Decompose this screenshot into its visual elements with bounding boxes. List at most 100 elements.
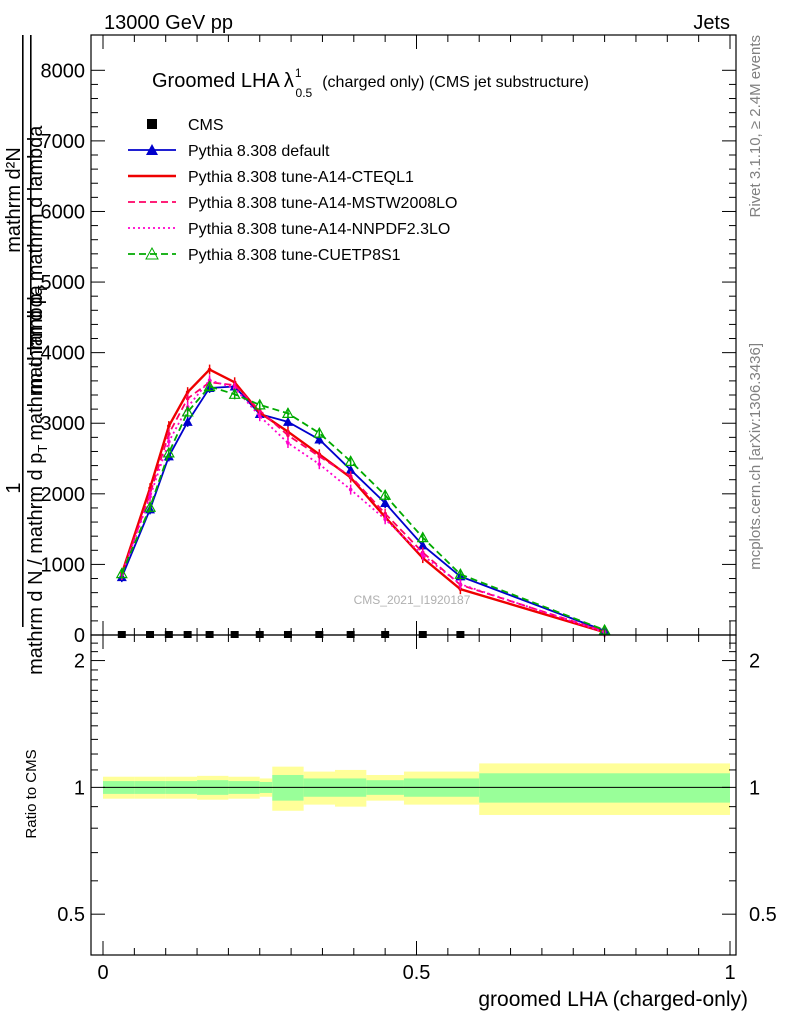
series-point <box>144 500 157 512</box>
analysis-watermark: CMS_2021_I1920187 <box>354 593 471 607</box>
y-tick-label: 3000 <box>41 413 86 435</box>
chart-texts: 13000 GeV pp Jets Rivet 3.1.10, ≥ 2.4M e… <box>3 12 764 1011</box>
legend-marker <box>146 144 158 155</box>
chart-title-rest: (charged only) (CMS jet substructure) <box>322 74 589 91</box>
header-left: 13000 GeV pp <box>104 12 233 34</box>
series-point <box>454 568 467 579</box>
series-point <box>416 531 429 543</box>
series-point <box>253 398 266 410</box>
main-plot-panel: 0 1000 2000 3000 4000 5000 6000 7000 8000 <box>41 34 737 647</box>
series-point <box>317 454 322 459</box>
legend-label: CMS <box>188 117 224 134</box>
series-point <box>383 517 387 522</box>
ylabel-denominator-2: mathrm d pTmathrm d lambda <box>25 125 50 395</box>
legend-label: Pythia 8.308 default <box>188 143 330 160</box>
series-point <box>420 553 425 558</box>
chart-title-sup: 1 <box>295 66 302 80</box>
series-line-4 <box>120 385 605 631</box>
y-tick-label: 5000 <box>41 272 86 294</box>
series-point <box>257 408 262 413</box>
series-point <box>185 396 190 401</box>
legend-entry: Pythia 8.308 default <box>128 143 330 160</box>
ratio-y-tick-label-right: 0.5 <box>749 904 777 926</box>
y-tick-label: 2000 <box>41 484 86 506</box>
ratio-y-tick-label: 2 <box>74 651 85 673</box>
chart-title-sub: 0.5 <box>296 86 313 100</box>
legend-label: Pythia 8.308 tune-A14-NNPDF2.3LO <box>188 221 450 238</box>
series-point <box>281 407 294 418</box>
series-point <box>167 439 171 444</box>
ratio-plot-panel: 0.5 0.5 1 1 2 2 0 0.5 1 <box>57 634 777 984</box>
series-point <box>282 416 293 426</box>
legend-entry: Pythia 8.308 tune-CUETP8S1 <box>128 246 401 264</box>
series-point <box>148 494 152 499</box>
series-point <box>286 441 290 445</box>
chart-title-main: Groomed LHA <box>152 70 280 92</box>
legend-label: Pythia 8.308 tune-CUETP8S1 <box>188 247 401 264</box>
ratio-y-tick-label: 0.5 <box>57 904 85 926</box>
series-point <box>314 434 325 444</box>
series-point <box>598 623 611 635</box>
series-point <box>203 380 216 392</box>
mcplots-label: mcplots.cern.ch [arXiv:1306.3436] <box>747 343 764 570</box>
series-point <box>182 416 193 426</box>
series-line-0 <box>120 385 605 632</box>
series-point <box>167 432 171 436</box>
y-axis-label-main: 1 mathrm d N / mathrm d pTmathrm d lambd… <box>3 35 50 675</box>
y-tick-label: 6000 <box>41 201 86 223</box>
legend-label: Pythia 8.308 tune-A14-MSTW2008LO <box>188 195 457 212</box>
ratio-inner-band <box>479 773 730 803</box>
x-tick-label: 0.5 <box>403 962 431 984</box>
series-point <box>257 414 262 418</box>
ratio-plot-frame <box>90 634 737 956</box>
series-line-1 <box>120 368 605 634</box>
series-point <box>162 446 175 458</box>
series-point <box>228 388 241 399</box>
y-tick-label: 4000 <box>41 343 86 365</box>
header-right: Jets <box>693 12 730 34</box>
series-point <box>345 464 356 474</box>
series-point <box>344 455 357 466</box>
legend: CMS Pythia 8.308 default Pythia 8.308 tune… <box>128 117 457 264</box>
y-tick-label: 1000 <box>41 554 86 576</box>
series-point <box>458 582 463 586</box>
series-point <box>115 567 128 579</box>
series-point <box>313 426 326 438</box>
series-point <box>383 511 387 516</box>
y-tick-label: 7000 <box>41 131 86 153</box>
series-point <box>417 540 428 550</box>
legend-marker <box>147 119 157 129</box>
series-line-2 <box>120 381 605 633</box>
legend-marker <box>145 246 159 260</box>
series-point <box>348 474 353 478</box>
series-point <box>317 462 322 466</box>
series-point <box>379 488 392 500</box>
chart-title-symbol: λ <box>284 70 294 92</box>
series-point <box>286 433 290 438</box>
ratio-y-axis-label: Ratio to CMS <box>23 749 40 838</box>
legend-entry: CMS <box>147 117 224 134</box>
ylabel-inner-fraction-bar <box>30 35 32 355</box>
ratio-y-tick-label: 1 <box>74 777 85 799</box>
ratio-y-tick-label-right: 2 <box>749 651 760 673</box>
ylabel-outer-fraction-bar <box>22 35 24 627</box>
x-tick-label: 0 <box>97 962 108 984</box>
legend-entry: Pythia 8.308 tune-A14-NNPDF2.3LO <box>128 221 450 238</box>
x-tick-label: 1 <box>724 962 735 984</box>
series-point <box>181 405 194 417</box>
rivet-version-label: Rivet 3.1.10, ≥ 2.4M events <box>747 35 764 218</box>
series-point <box>348 487 353 492</box>
ylabel-numerator: mathrm d²N <box>3 147 25 253</box>
legend-label: Pythia 8.308 tune-A14-CTEQL1 <box>188 169 414 186</box>
y-tick-label: 0 <box>74 625 85 647</box>
y-tick-label: 8000 <box>41 60 86 82</box>
series-point <box>380 498 391 507</box>
ratio-y-tick-label-right: 1 <box>749 777 760 799</box>
x-axis-label: groomed LHA (charged-only) <box>478 988 748 1011</box>
series-point <box>207 367 212 372</box>
series-point <box>185 390 190 394</box>
series-point <box>167 424 171 428</box>
series-point <box>232 386 237 390</box>
legend-entry: Pythia 8.308 tune-A14-CTEQL1 <box>128 169 414 186</box>
